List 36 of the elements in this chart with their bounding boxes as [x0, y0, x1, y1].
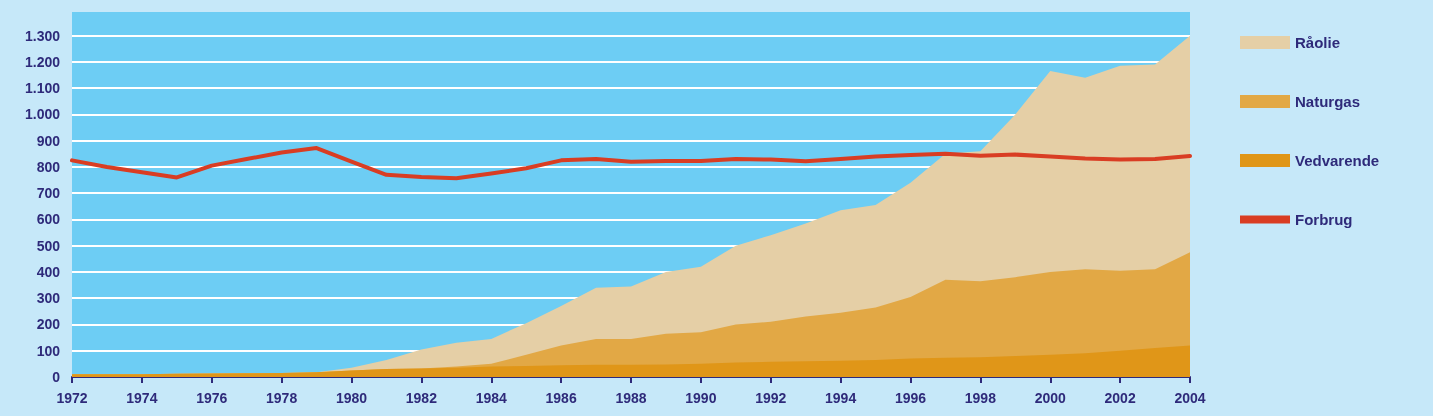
legend-label: Naturgas — [1295, 93, 1361, 110]
x-tick-label: 1978 — [266, 390, 298, 406]
legend-label: Vedvarende — [1295, 152, 1380, 169]
y-tick-label: 1.000 — [24, 106, 61, 123]
x-tick-label: 1972 — [56, 390, 88, 406]
y-tick-label: 200 — [36, 316, 61, 333]
x-tick-label: 1980 — [335, 390, 368, 406]
x-tick-label: 1974 — [126, 390, 158, 406]
x-tick-label: 1984 — [475, 390, 508, 406]
y-tick-label: 700 — [36, 185, 61, 202]
x-tick-label: 1988 — [615, 390, 647, 406]
x-tick-label: 2000 — [1034, 390, 1067, 406]
y-tick-label: 800 — [36, 158, 61, 175]
x-tick-label: 1982 — [405, 390, 438, 406]
line-series — [70, 146, 1192, 181]
y-tick-label: 0 — [52, 369, 61, 385]
x-tick-label: 1986 — [545, 390, 577, 406]
x-tick-label: 1990 — [685, 390, 717, 406]
y-tick-label: 500 — [36, 237, 61, 254]
x-tick-label: 2002 — [1104, 390, 1136, 406]
y-tick-label: 100 — [36, 342, 61, 359]
y-tick-label: 600 — [36, 211, 61, 228]
y-tick-label: 1.100 — [24, 80, 61, 97]
x-tick-label: 1996 — [894, 390, 927, 406]
legend-label: Forbrug — [1295, 211, 1353, 228]
x-tick-label: 1998 — [964, 390, 997, 406]
y-tick-label: 400 — [36, 263, 61, 280]
x-tick-label: 2004 — [1174, 390, 1206, 406]
y-tick-label: 900 — [36, 132, 61, 149]
x-tick-label: 1976 — [196, 390, 228, 406]
x-tick-label: 1992 — [755, 390, 787, 406]
y-tick-label: 1.200 — [24, 53, 61, 70]
legend-label: Råolie — [1295, 34, 1341, 51]
x-tick-label: 1994 — [825, 390, 857, 406]
y-tick-label: 1.300 — [24, 27, 61, 44]
y-tick-label: 300 — [36, 290, 61, 307]
